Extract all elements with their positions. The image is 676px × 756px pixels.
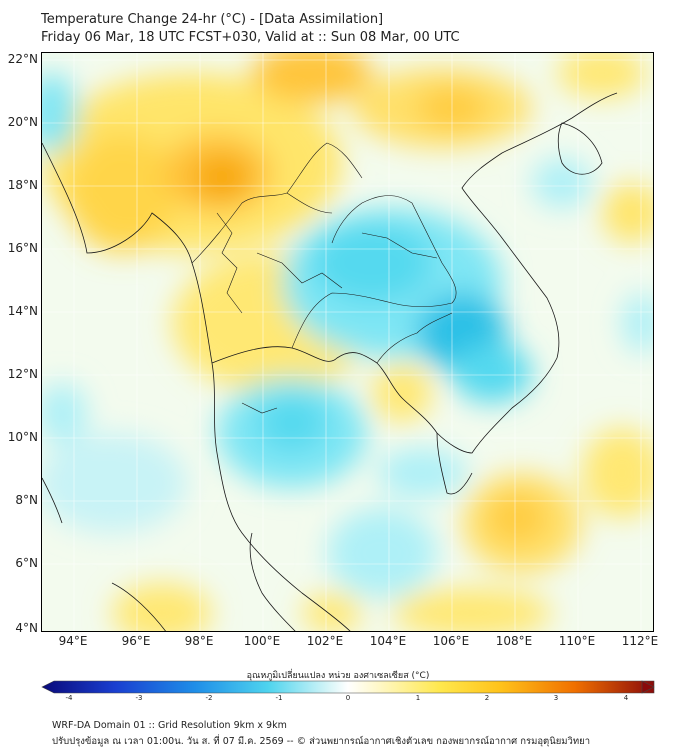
colorbar-tick: 2 [484, 694, 490, 702]
colorbar-tick: 4 [623, 694, 629, 702]
lat-label-16n: 16°N [7, 241, 38, 255]
lat-label-20n: 20°N [7, 115, 38, 129]
lon-label-104e: 104°E [369, 634, 407, 648]
lon-label-100e: 100°E [243, 634, 281, 648]
footer-credit: ปรับปรุงข้อมูล ณ เวลา 01:00น. วัน ส. ที่… [52, 736, 591, 747]
colorbar-tick: -4 [65, 694, 73, 702]
map-subtitle: Friday 06 Mar, 18 UTC FCST+030, Valid at… [41, 30, 460, 45]
temperature-change-map [42, 53, 653, 631]
footer-resolution: WRF-DA Domain 01 :: Grid Resolution 9km … [52, 720, 287, 731]
lon-label-98e: 98°E [184, 634, 214, 648]
colorbar-tick: -3 [135, 694, 143, 702]
lat-label-6n: 6°N [15, 556, 38, 570]
colorbar-tick: 1 [415, 694, 421, 702]
colorbar-tick: -1 [275, 694, 283, 702]
lat-label-8n: 8°N [15, 493, 38, 507]
graticule [42, 53, 653, 631]
country-borders [191, 142, 457, 414]
lat-label-18n: 18°N [7, 178, 38, 192]
colorbar-tick: 3 [553, 694, 559, 702]
lat-label-22n: 22°N [7, 52, 38, 66]
colorbar [41, 680, 655, 694]
lon-label-110e: 110°E [558, 634, 596, 648]
lon-label-96e: 96°E [121, 634, 151, 648]
lon-label-108e: 108°E [495, 634, 533, 648]
lat-label-10n: 10°N [7, 430, 38, 444]
coastlines [42, 92, 618, 631]
lon-label-102e: 102°E [306, 634, 344, 648]
lat-label-14n: 14°N [7, 304, 38, 318]
lon-label-112e: 112°E [621, 634, 659, 648]
colorbar-title: อุณหภูมิเปลี่ยนแปลง หน่วย องศาเซลเซียส (… [246, 671, 430, 681]
map-title: Temperature Change 24-hr (°C) - [Data As… [41, 12, 384, 27]
lon-label-94e: 94°E [58, 634, 88, 648]
temperature-field [42, 53, 653, 631]
lon-label-106e: 106°E [432, 634, 470, 648]
colorbar-tick: 0 [345, 694, 351, 702]
colorbar-tick: -2 [205, 694, 213, 702]
lat-label-4n: 4°N [15, 621, 38, 635]
map-panel [41, 52, 654, 632]
lat-label-12n: 12°N [7, 367, 38, 381]
